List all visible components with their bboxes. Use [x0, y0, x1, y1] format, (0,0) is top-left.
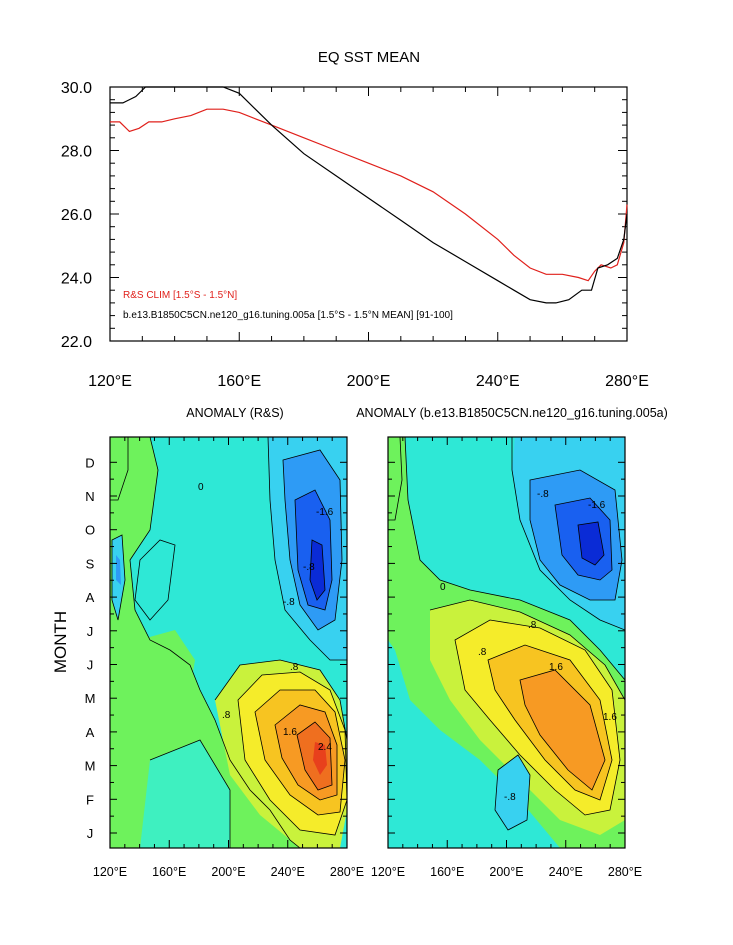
- y-tick-label: S: [86, 556, 95, 571]
- x-tick-label: 120°E: [93, 865, 127, 879]
- svg-text:1.6: 1.6: [603, 712, 617, 723]
- x-tick-label: 240°E: [549, 865, 583, 879]
- svg-text:.8: .8: [290, 662, 299, 673]
- series-model-line: [110, 86, 628, 304]
- line-y-tick-label: 26.0: [61, 207, 92, 224]
- month-axis-label: MONTH: [51, 611, 70, 673]
- anomaly-obs-x-ticks: 120°E 160°E 200°E 240°E 280°E: [93, 437, 364, 879]
- line-y-tick-label: 22.0: [61, 334, 92, 351]
- y-tick-label: M: [85, 691, 96, 706]
- legend-obs-label: R&S CLIM [1.5°S - 1.5°N]: [123, 290, 237, 301]
- line-y-tick-label: 24.0: [61, 271, 92, 288]
- y-tick-label: J: [87, 658, 94, 673]
- svg-text:-1.6: -1.6: [316, 507, 334, 518]
- x-tick-label: 240°E: [271, 865, 305, 879]
- line-x-tick-label: 160°E: [217, 373, 261, 390]
- line-chart-title: EQ SST MEAN: [318, 49, 420, 66]
- anomaly-model-contours: [388, 437, 625, 831]
- anomaly-model-y-ticks: [388, 461, 625, 834]
- anomaly-model-fill: [388, 437, 625, 848]
- line-y-tick-label: 28.0: [61, 144, 92, 161]
- anomaly-obs-contour-labels: -.8 -1.6 -.8 .8 1.6 2.4 0 .8: [198, 482, 334, 753]
- svg-text:-.8: -.8: [303, 562, 315, 573]
- line-chart: EQ SST MEAN 120°E 160°E 200°E 240°E 280°E 22…: [61, 49, 649, 390]
- anomaly-model-title: ANOMALY (b.e13.B1850C5CN.ne120_g16.tunin…: [356, 406, 668, 420]
- anomaly-obs-contours: [110, 437, 347, 848]
- svg-text:-.8: -.8: [504, 792, 516, 803]
- x-tick-label: 160°E: [152, 865, 186, 879]
- line-chart-series: [110, 86, 628, 304]
- legend-model-label: b.e13.B1850C5CN.ne120_g16.tuning.005a [1…: [123, 310, 453, 321]
- y-tick-label: A: [86, 590, 95, 605]
- svg-text:.8: .8: [478, 647, 487, 658]
- svg-text:-.8: -.8: [283, 597, 295, 608]
- x-tick-label: 280°E: [330, 865, 364, 879]
- line-y-tick-label: 30.0: [61, 80, 92, 97]
- y-tick-label: D: [85, 455, 94, 470]
- svg-text:.8: .8: [222, 710, 231, 721]
- y-tick-label: O: [85, 523, 95, 538]
- svg-text:0: 0: [440, 582, 446, 593]
- line-chart-y-ticks: 22.0 24.0 26.0 28.0 30.0: [61, 80, 627, 351]
- x-tick-label: 160°E: [430, 865, 464, 879]
- series-obs-line: [110, 108, 628, 282]
- y-tick-label: J: [87, 826, 94, 841]
- anomaly-obs-title: ANOMALY (R&S): [186, 406, 283, 420]
- y-tick-label: J: [87, 624, 94, 639]
- svg-text:-1.6: -1.6: [588, 500, 606, 511]
- svg-text:0: 0: [198, 482, 204, 493]
- y-tick-label: A: [86, 725, 95, 740]
- anomaly-model-panel: ANOMALY (b.e13.B1850C5CN.ne120_g16.tunin…: [356, 406, 668, 879]
- line-x-tick-label: 280°E: [605, 373, 649, 390]
- x-tick-label: 120°E: [371, 865, 405, 879]
- svg-text:2.4: 2.4: [318, 742, 332, 753]
- anomaly-model-x-ticks: 120°E 160°E 200°E 240°E 280°E: [371, 437, 642, 879]
- y-tick-label: F: [86, 792, 94, 807]
- svg-text:-.8: -.8: [537, 489, 549, 500]
- y-tick-label: N: [85, 489, 94, 504]
- line-x-tick-label: 200°E: [347, 373, 391, 390]
- svg-text:1.6: 1.6: [283, 727, 297, 738]
- svg-text:.8: .8: [528, 620, 537, 631]
- x-tick-label: 200°E: [211, 865, 245, 879]
- anomaly-model-contour-labels: -.8 -1.6 .8 1.6 -.8 0 .8 1.6: [440, 489, 617, 803]
- x-tick-label: 280°E: [608, 865, 642, 879]
- x-tick-label: 200°E: [489, 865, 523, 879]
- line-x-tick-label: 120°E: [88, 373, 132, 390]
- anomaly-obs-panel: ANOMALY (R&S): [85, 406, 365, 879]
- line-chart-x-ticks: 120°E 160°E 200°E 240°E 280°E: [88, 87, 649, 390]
- line-x-tick-label: 240°E: [476, 373, 520, 390]
- anomaly-obs-y-ticks: J F M A M J J A S O N D: [85, 455, 347, 841]
- svg-text:1.6: 1.6: [549, 662, 563, 673]
- anomaly-obs-fill: [110, 437, 347, 848]
- y-tick-label: M: [85, 759, 96, 774]
